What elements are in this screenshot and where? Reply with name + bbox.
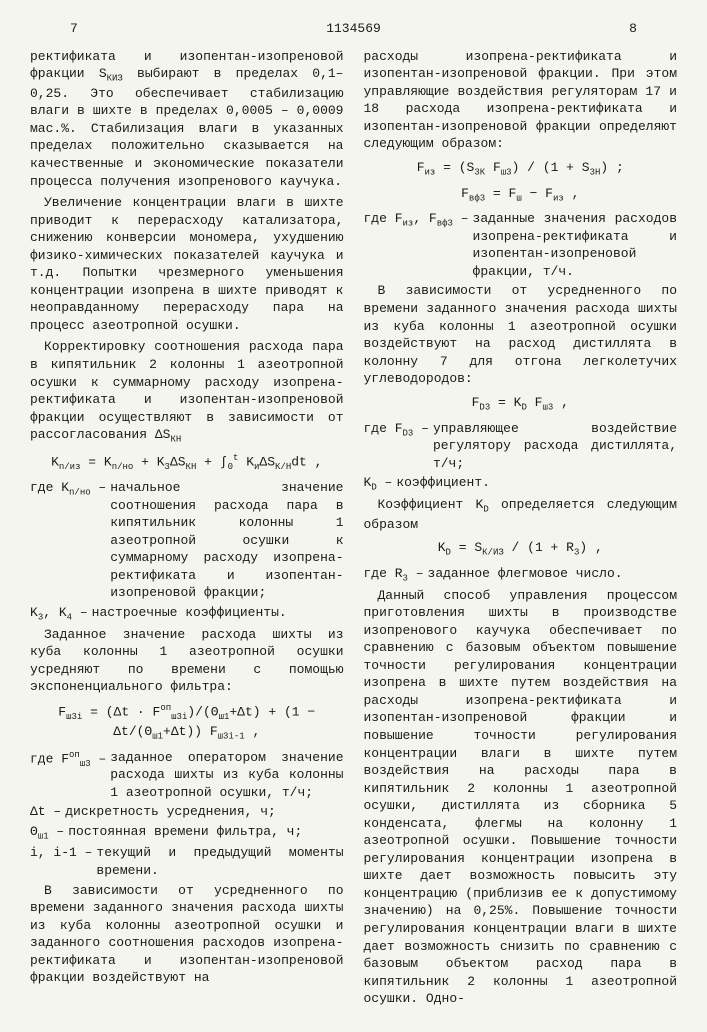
definition: Δt – дискретность усреднения, ч; xyxy=(30,803,344,821)
page-left: 7 xyxy=(70,20,78,38)
formula: Fвф3 = Fш − Fиз , xyxy=(364,185,678,205)
formula: Kn/из = Kn/но + K3ΔSКН + ∫0t KиΔSК/Нdt , xyxy=(30,452,344,473)
para: Данный способ управления процессом приго… xyxy=(364,587,678,1008)
para: ректификата и изопентан-изопреновой фрак… xyxy=(30,48,344,191)
para: В зависимости от усредненного по времени… xyxy=(364,282,678,387)
content-columns: ректификата и изопентан-изопреновой фрак… xyxy=(30,48,677,1012)
formula: Fиз = (S3К Fш3) / (1 + S3Н) ; xyxy=(364,159,678,179)
definition: KD – коэффициент. xyxy=(364,474,678,494)
para: В зависимости от усредненного по времени… xyxy=(30,882,344,987)
def-text: настроечные коэффициенты. xyxy=(92,604,344,624)
definition: K3, K4 – настроечные коэффициенты. xyxy=(30,604,344,624)
para: Корректировку соотношения расхода пара в… xyxy=(30,338,344,445)
def-term: K3, K4 – xyxy=(30,604,92,624)
def-text: заданное флегмовое число. xyxy=(428,565,677,585)
right-column: расходы изопрена-ректификата и изопентан… xyxy=(364,48,678,1012)
def-term: где Fиз, Fвф3 – xyxy=(364,210,473,280)
def-text: начальное значение соотношения расхода п… xyxy=(110,479,343,602)
page-right: 8 xyxy=(629,20,637,38)
definition: где Fопш3 – заданное оператором значение… xyxy=(30,749,344,802)
definition: Θш1 – постоянная времени фильтра, ч; xyxy=(30,823,344,843)
def-term: где FD3 – xyxy=(364,420,433,473)
definition: где Fиз, Fвф3 – заданные значения расход… xyxy=(364,210,678,280)
def-text: управляющее воздействие регулятору расхо… xyxy=(433,420,677,473)
def-text: текущий и предыдущий моменты времени. xyxy=(96,844,343,879)
def-term: i, i-1 – xyxy=(30,844,96,879)
def-text: постоянная времени фильтра, ч; xyxy=(68,823,343,843)
def-term: Δt – xyxy=(30,803,65,821)
para: Коэффициент KD определяется следующим об… xyxy=(364,496,678,533)
para: Увеличение концентрации влаги в шихте пр… xyxy=(30,194,344,334)
def-term: где Fопш3 – xyxy=(30,749,110,802)
def-text: заданное оператором значение расхода ших… xyxy=(110,749,343,802)
formula: KD = SК/ИЗ / (1 + R3) , xyxy=(364,539,678,559)
def-text: заданные значения расходов изопрена-рект… xyxy=(473,210,677,280)
left-column: ректификата и изопентан-изопреновой фрак… xyxy=(30,48,344,1012)
page-center: 1134569 xyxy=(326,20,381,38)
definition: i, i-1 – текущий и предыдущий моменты вр… xyxy=(30,844,344,879)
def-text: коэффициент. xyxy=(396,474,677,494)
formula: Fш3i = (Δt · Fопш3i)/(Θш1+Δt) + (1 − Δt/… xyxy=(30,702,344,743)
def-term: Θш1 – xyxy=(30,823,68,843)
page-header: 7 1134569 8 xyxy=(30,20,677,38)
definition: где FD3 – управляющее воздействие регуля… xyxy=(364,420,678,473)
def-text: дискретность усреднения, ч; xyxy=(65,803,343,821)
definition: где Kn/но – начальное значение соотношен… xyxy=(30,479,344,602)
definition: где R3 – заданное флегмовое число. xyxy=(364,565,678,585)
def-term: KD – xyxy=(364,474,397,494)
def-term: где Kn/но – xyxy=(30,479,110,602)
para: расходы изопрена-ректификата и изопентан… xyxy=(364,48,678,153)
para: Заданное значение расхода шихты из куба … xyxy=(30,626,344,696)
def-term: где R3 – xyxy=(364,565,428,585)
formula: FD3 = KD Fш3 , xyxy=(364,394,678,414)
